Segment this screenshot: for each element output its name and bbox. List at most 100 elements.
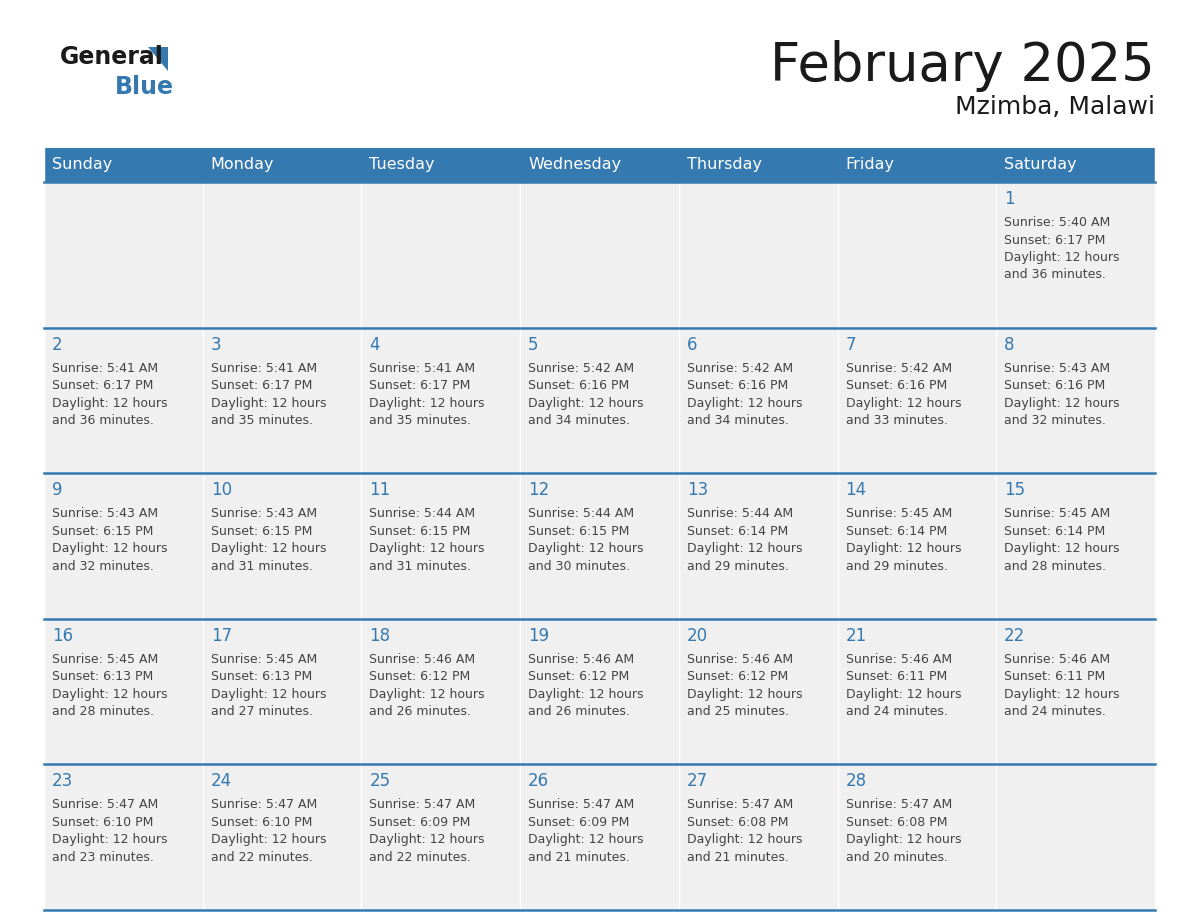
Text: 2: 2 [52, 336, 63, 353]
Text: Sunrise: 5:47 AM: Sunrise: 5:47 AM [210, 799, 317, 812]
Text: Saturday: Saturday [1004, 158, 1076, 173]
Text: Sunrise: 5:45 AM: Sunrise: 5:45 AM [52, 653, 158, 666]
Text: Daylight: 12 hours: Daylight: 12 hours [210, 834, 327, 846]
Bar [997, 182, 1155, 328]
Text: Daylight: 12 hours: Daylight: 12 hours [210, 397, 327, 409]
Text: Sunset: 6:14 PM: Sunset: 6:14 PM [687, 525, 788, 538]
Text: Sunrise: 5:47 AM: Sunrise: 5:47 AM [687, 799, 794, 812]
Text: 28: 28 [846, 772, 866, 790]
Bar [44, 148, 203, 182]
Bar [838, 473, 997, 619]
Text: and 33 minutes.: and 33 minutes. [846, 414, 947, 427]
Text: Sunset: 6:16 PM: Sunset: 6:16 PM [846, 379, 947, 392]
Bar [520, 328, 678, 473]
Text: and 26 minutes.: and 26 minutes. [529, 705, 630, 718]
Text: and 25 minutes.: and 25 minutes. [687, 705, 789, 718]
Text: and 24 minutes.: and 24 minutes. [1004, 705, 1106, 718]
Text: Sunset: 6:09 PM: Sunset: 6:09 PM [369, 816, 470, 829]
Text: Sunrise: 5:42 AM: Sunrise: 5:42 AM [846, 362, 952, 375]
Polygon shape [148, 47, 168, 71]
Text: 3: 3 [210, 336, 221, 353]
Text: Sunset: 6:15 PM: Sunset: 6:15 PM [210, 525, 312, 538]
Text: and 23 minutes.: and 23 minutes. [52, 851, 153, 864]
Text: and 34 minutes.: and 34 minutes. [687, 414, 789, 427]
Text: 18: 18 [369, 627, 391, 644]
Text: Mzimba, Malawi: Mzimba, Malawi [955, 95, 1155, 119]
Text: Sunset: 6:11 PM: Sunset: 6:11 PM [1004, 670, 1106, 683]
Bar [838, 765, 997, 910]
Text: 11: 11 [369, 481, 391, 499]
Text: Sunrise: 5:44 AM: Sunrise: 5:44 AM [687, 508, 792, 521]
Bar [520, 473, 678, 619]
Text: 26: 26 [529, 772, 549, 790]
Bar [203, 182, 361, 328]
Text: and 22 minutes.: and 22 minutes. [369, 851, 472, 864]
Text: Daylight: 12 hours: Daylight: 12 hours [529, 688, 644, 700]
Text: and 32 minutes.: and 32 minutes. [52, 560, 153, 573]
Bar [44, 182, 203, 328]
Text: Daylight: 12 hours: Daylight: 12 hours [52, 397, 168, 409]
Text: 21: 21 [846, 627, 867, 644]
Text: and 34 minutes.: and 34 minutes. [529, 414, 630, 427]
Text: Sunset: 6:12 PM: Sunset: 6:12 PM [369, 670, 470, 683]
Text: Sunset: 6:15 PM: Sunset: 6:15 PM [369, 525, 470, 538]
Text: Sunrise: 5:47 AM: Sunrise: 5:47 AM [846, 799, 952, 812]
Text: Sunset: 6:16 PM: Sunset: 6:16 PM [687, 379, 788, 392]
Text: Wednesday: Wednesday [529, 158, 621, 173]
Text: 19: 19 [529, 627, 549, 644]
Bar [678, 328, 838, 473]
Text: Monday: Monday [210, 158, 274, 173]
Text: 22: 22 [1004, 627, 1025, 644]
Text: Sunrise: 5:44 AM: Sunrise: 5:44 AM [529, 508, 634, 521]
Text: Sunset: 6:14 PM: Sunset: 6:14 PM [1004, 525, 1106, 538]
Bar [203, 328, 361, 473]
Text: Daylight: 12 hours: Daylight: 12 hours [369, 397, 485, 409]
Text: Sunset: 6:09 PM: Sunset: 6:09 PM [529, 816, 630, 829]
Bar [203, 619, 361, 765]
Text: 8: 8 [1004, 336, 1015, 353]
Text: Daylight: 12 hours: Daylight: 12 hours [846, 543, 961, 555]
Bar [678, 182, 838, 328]
Text: Sunset: 6:17 PM: Sunset: 6:17 PM [52, 379, 153, 392]
Text: Sunrise: 5:44 AM: Sunrise: 5:44 AM [369, 508, 475, 521]
Bar [678, 148, 838, 182]
Text: Sunrise: 5:46 AM: Sunrise: 5:46 AM [846, 653, 952, 666]
Text: Sunrise: 5:46 AM: Sunrise: 5:46 AM [687, 653, 792, 666]
Text: Sunrise: 5:47 AM: Sunrise: 5:47 AM [52, 799, 158, 812]
Text: and 27 minutes.: and 27 minutes. [210, 705, 312, 718]
Text: and 21 minutes.: and 21 minutes. [687, 851, 789, 864]
Text: Sunset: 6:13 PM: Sunset: 6:13 PM [52, 670, 153, 683]
Bar [203, 765, 361, 910]
Text: and 28 minutes.: and 28 minutes. [52, 705, 154, 718]
Text: Daylight: 12 hours: Daylight: 12 hours [1004, 397, 1120, 409]
Text: and 30 minutes.: and 30 minutes. [529, 560, 630, 573]
Bar [520, 619, 678, 765]
Text: Daylight: 12 hours: Daylight: 12 hours [369, 834, 485, 846]
Text: Daylight: 12 hours: Daylight: 12 hours [687, 397, 802, 409]
Text: Sunset: 6:17 PM: Sunset: 6:17 PM [369, 379, 470, 392]
Text: Daylight: 12 hours: Daylight: 12 hours [846, 834, 961, 846]
Text: and 26 minutes.: and 26 minutes. [369, 705, 472, 718]
Text: Daylight: 12 hours: Daylight: 12 hours [846, 688, 961, 700]
Text: Sunrise: 5:47 AM: Sunrise: 5:47 AM [529, 799, 634, 812]
Text: February 2025: February 2025 [770, 40, 1155, 92]
Text: 13: 13 [687, 481, 708, 499]
Text: General: General [61, 45, 164, 69]
Text: and 29 minutes.: and 29 minutes. [687, 560, 789, 573]
Text: 17: 17 [210, 627, 232, 644]
Bar [997, 473, 1155, 619]
Text: 9: 9 [52, 481, 63, 499]
Bar [838, 148, 997, 182]
Bar [203, 473, 361, 619]
Bar [997, 765, 1155, 910]
Bar [361, 765, 520, 910]
Text: 15: 15 [1004, 481, 1025, 499]
Bar [838, 619, 997, 765]
Text: 14: 14 [846, 481, 866, 499]
Text: Sunset: 6:12 PM: Sunset: 6:12 PM [687, 670, 788, 683]
Text: Daylight: 12 hours: Daylight: 12 hours [369, 688, 485, 700]
Text: Sunset: 6:15 PM: Sunset: 6:15 PM [529, 525, 630, 538]
Text: 6: 6 [687, 336, 697, 353]
Text: Sunrise: 5:45 AM: Sunrise: 5:45 AM [846, 508, 952, 521]
Text: Daylight: 12 hours: Daylight: 12 hours [210, 688, 327, 700]
